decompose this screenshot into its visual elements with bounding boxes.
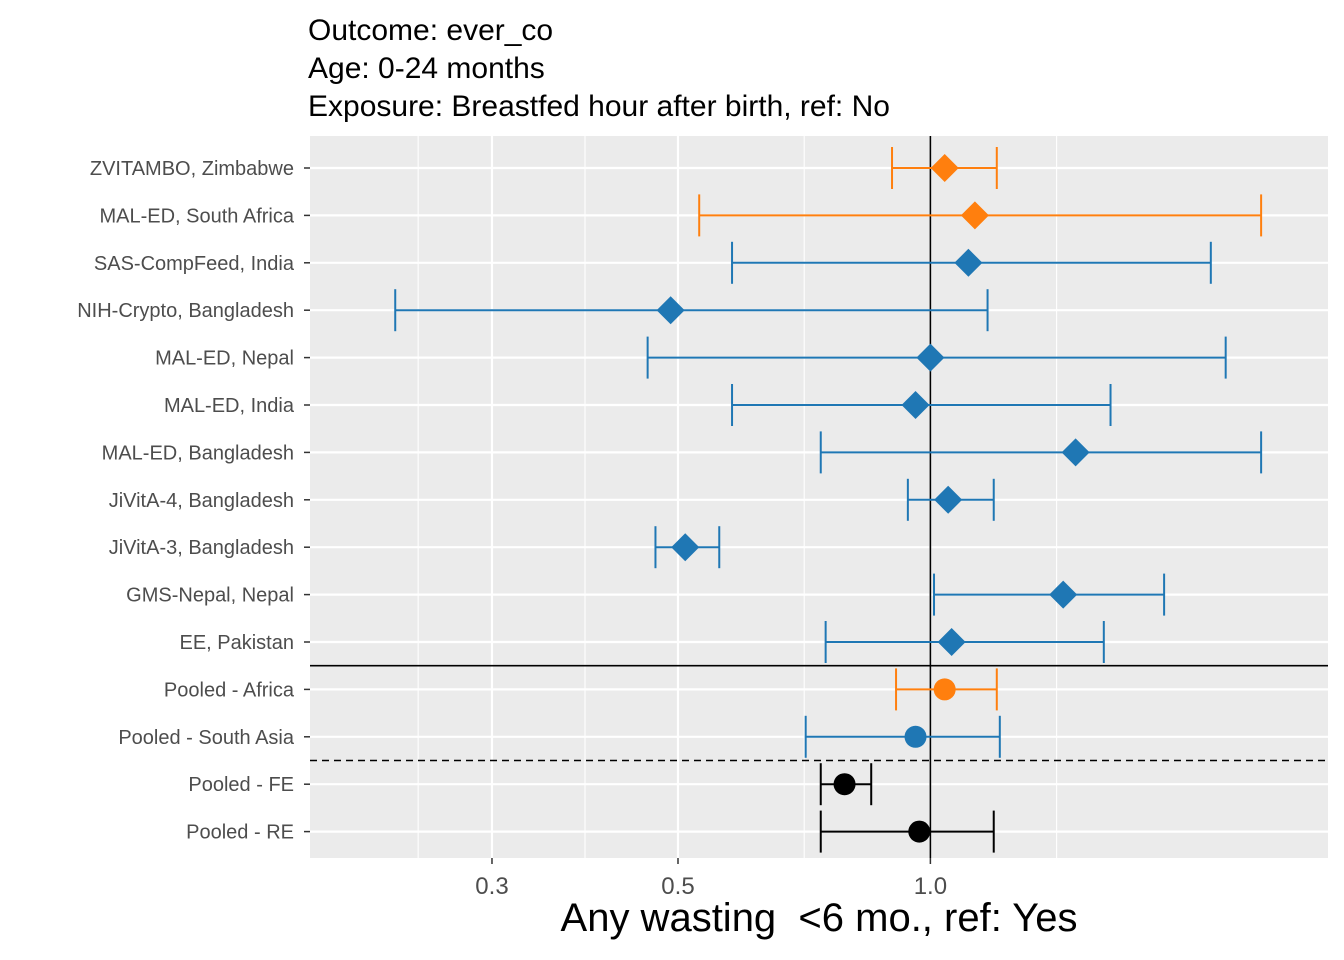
point-estimate-diamond xyxy=(937,628,966,656)
y-tick-label: MAL-ED, Bangladesh xyxy=(102,442,294,464)
plot-panel-background xyxy=(310,136,1328,858)
point-estimate-circle xyxy=(833,773,856,796)
point-estimate-diamond xyxy=(1049,580,1078,609)
y-tick-label: Pooled - South Asia xyxy=(118,727,295,749)
y-tick-label: Pooled - Africa xyxy=(164,679,295,701)
estimate-row xyxy=(891,147,998,189)
point-estimate-diamond xyxy=(960,201,989,230)
estimate-row xyxy=(394,289,989,332)
estimate-row xyxy=(646,336,1227,379)
estimate-row xyxy=(731,241,1212,284)
point-estimate-circle xyxy=(908,820,931,843)
title-exposure: Exposure: Breastfed hour after birth, re… xyxy=(308,90,890,123)
y-tick-label: Pooled - FE xyxy=(188,774,294,796)
y-tick-label: JiVitA-4, Bangladesh xyxy=(109,490,294,512)
estimate-row xyxy=(933,573,1166,616)
y-tick-label: Pooled - RE xyxy=(186,822,294,844)
y-tick-label: NIH-Crypto, Bangladesh xyxy=(77,300,294,322)
x-tick-label: 0.3 xyxy=(475,873,508,900)
y-tick-label: EE, Pakistan xyxy=(179,632,294,654)
chart-title: Outcome: ever_co Age: 0-24 months Exposu… xyxy=(308,12,890,126)
point-estimate-diamond xyxy=(1061,438,1090,467)
estimate-row xyxy=(895,668,998,711)
x-tick-label: 0.5 xyxy=(661,873,694,900)
point-estimate-diamond xyxy=(671,533,700,562)
point-estimate-diamond xyxy=(954,248,983,277)
point-estimate-diamond xyxy=(901,391,930,419)
x-axis-title: Any wasting <6 mo., ref: Yes xyxy=(560,896,1078,940)
y-tick-label: SAS-CompFeed, India xyxy=(94,253,295,275)
estimate-row xyxy=(804,715,1001,758)
point-estimate-diamond xyxy=(916,343,945,372)
y-tick-label: MAL-ED, South Africa xyxy=(99,205,294,227)
data-marks xyxy=(310,136,1328,858)
estimate-row xyxy=(819,763,873,806)
y-tick-label: ZVITAMBO, Zimbabwe xyxy=(90,158,294,180)
point-estimate-diamond xyxy=(930,154,959,182)
title-outcome: Outcome: ever_co xyxy=(308,14,554,47)
y-axis: ZVITAMBO, Zimbabwe MAL-ED, South Africa SA… xyxy=(77,158,310,844)
estimate-row xyxy=(819,431,1263,474)
point-estimate-diamond xyxy=(934,485,963,514)
y-tick-label: JiVitA-3, Bangladesh xyxy=(109,537,294,559)
estimate-row xyxy=(824,621,1105,663)
estimate-row xyxy=(906,478,995,521)
point-estimate-diamond xyxy=(656,296,685,325)
estimate-row xyxy=(698,194,1263,237)
title-age: Age: 0-24 months xyxy=(308,52,545,85)
estimate-row xyxy=(654,526,721,569)
x-tick-label: 1.0 xyxy=(914,873,947,900)
y-tick-label: MAL-ED, Nepal xyxy=(155,348,294,370)
estimate-row xyxy=(731,384,1112,426)
point-estimate-circle xyxy=(904,725,927,748)
x-axis: 0.3 0.5 1.0 xyxy=(475,858,947,900)
point-estimate-circle xyxy=(933,678,956,701)
y-tick-label: MAL-ED, India xyxy=(164,395,295,417)
estimate-row xyxy=(819,810,995,853)
y-tick-label: GMS-Nepal, Nepal xyxy=(126,585,294,607)
